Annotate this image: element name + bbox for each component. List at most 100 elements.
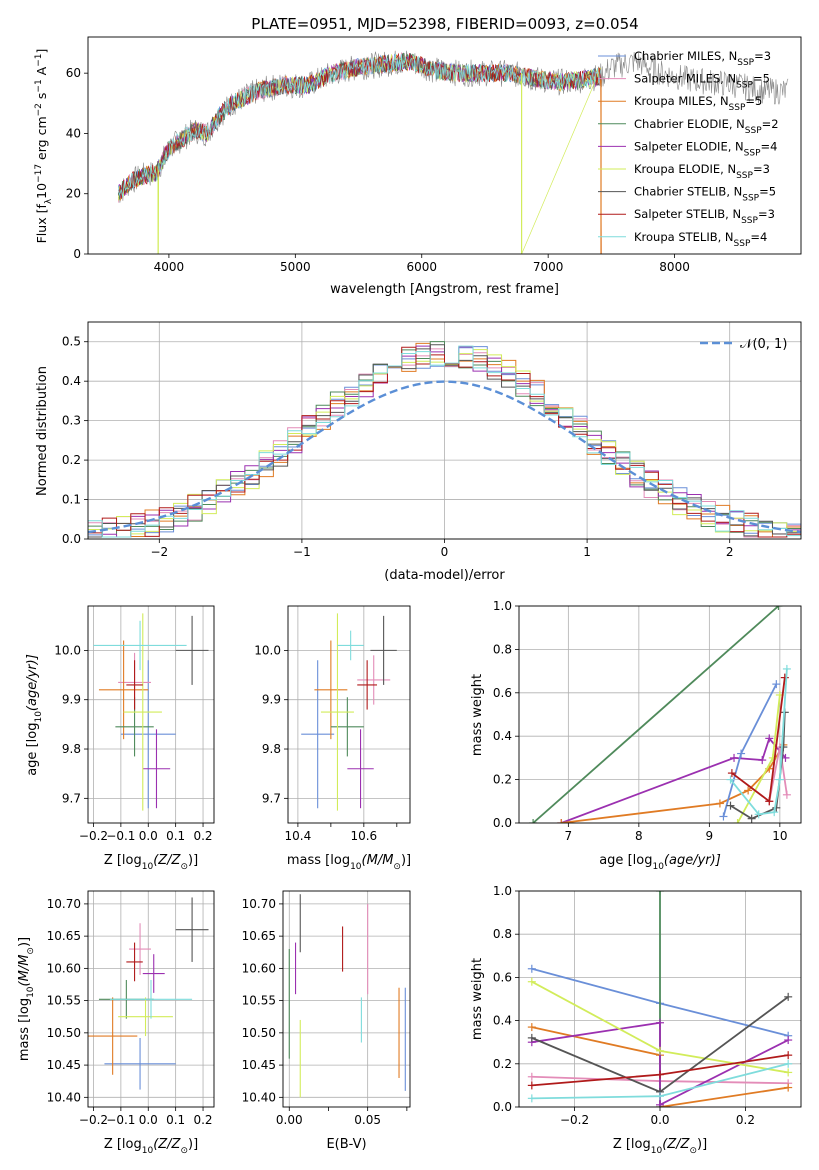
x-axis-label: Z [log10(Z/Z⊙)] <box>104 1137 198 1156</box>
mass_vs_Z-errorbars <box>88 897 209 1090</box>
x-tick-label: 5000 <box>280 260 311 274</box>
legend-entry-chabrier_miles: Chabrier MILES, NSSP=3 <box>634 49 771 68</box>
x-tick-label: −0.2 <box>79 1113 108 1127</box>
x-tick-label: 0.2 <box>193 829 212 843</box>
spectrum-axes: 4000 5000 6000 7000 8000 0 20 40 60 <box>66 66 690 274</box>
y-tick-label: 10.55 <box>242 994 276 1008</box>
y-axis-label: age [log10(age/yr)] <box>25 654 44 776</box>
mass_vs_Z-frame <box>87 890 215 1108</box>
x-tick-label: −0.1 <box>106 829 135 843</box>
y-tick-label: 9.9 <box>62 693 81 707</box>
legend-normal-label: 𝒩(0, 1) <box>740 337 787 352</box>
y-tick-label: 0.1 <box>62 493 81 507</box>
x-tick-label: −0.1 <box>106 1113 135 1127</box>
legend-entry-salpeter_stelib: Salpeter STELIB, NSSP=3 <box>634 207 775 226</box>
histogram-kroupa_stelib <box>88 345 801 539</box>
x-tick-label: 0 <box>441 545 449 559</box>
y-axis-label: Flux [fλ10−17 erg cm−2 s−1 A−1] <box>34 49 54 244</box>
age_vs_mass-errorbars <box>301 613 397 811</box>
y-axis-label: mass weight <box>470 958 485 1040</box>
x-tick-label: 0.1 <box>166 1113 185 1127</box>
y-tick-label: 10.50 <box>242 1026 276 1040</box>
x-tick-label: 0.2 <box>193 1113 212 1127</box>
y-tick-label: 9.7 <box>62 791 81 805</box>
histogram-frame <box>87 321 802 540</box>
x-tick-label: 7 <box>565 829 573 843</box>
histograms <box>88 341 801 539</box>
weight_vs_Z-lines <box>527 891 793 1107</box>
y-tick-label: 10.70 <box>242 897 276 911</box>
weight_vs_age-lines <box>529 606 791 823</box>
line-chabrier_miles <box>722 683 778 817</box>
x-tick-label: −0.2 <box>560 1113 589 1127</box>
y-tick-label: 10.65 <box>47 929 81 943</box>
x-axis-label: age [log10(age/yr)] <box>599 853 721 872</box>
y-tick-label: 10.40 <box>47 1090 81 1104</box>
x-tick-label: 7000 <box>533 260 564 274</box>
y-axis-label: mass weight <box>470 674 485 756</box>
legend-entry-chabrier_stelib: Chabrier STELIB, NSSP=5 <box>634 185 776 204</box>
y-tick-label: 0.4 <box>493 729 512 743</box>
age_vs_Z-axes: −0.2−0.1 0.0 0.1 0.2 9.7 9.8 9.9 10.0 <box>54 606 214 843</box>
y-axis-label: mass [log10(M/M⊙)] <box>17 937 36 1061</box>
x-tick-label: 9 <box>706 829 714 843</box>
x-axis-label: (data-model)/error <box>384 568 505 583</box>
y-tick-label: 10.55 <box>47 994 81 1008</box>
x-tick-label: 10 <box>772 829 787 843</box>
x-tick-label: 0.00 <box>276 1113 303 1127</box>
legend-entry-chabrier_elodie: Chabrier ELODIE, NSSP=2 <box>634 117 779 136</box>
x-tick-label: −0.2 <box>79 829 108 843</box>
x-tick-label: 8000 <box>659 260 690 274</box>
y-tick-label: 0 <box>73 247 81 261</box>
y-tick-label: 1.0 <box>493 884 512 898</box>
y-tick-label: 0.2 <box>493 773 512 787</box>
model-spectrum-kroupa_stelib <box>117 53 602 197</box>
normal-curve <box>88 380 801 534</box>
weight_vs_Z-axes: −0.2 0.0 0.2 0.0 0.2 0.4 0.6 0.8 1.0 <box>493 884 801 1127</box>
histogram-salpeter_stelib <box>88 346 801 539</box>
mass_vs_ebv-axes: 0.00 0.05 10.40 10.45 10.50 10.55 10.60 10.65 10… <box>242 891 410 1127</box>
age_vs_mass-frame <box>287 605 411 824</box>
mass_vs_ebv-frame <box>282 890 411 1108</box>
y-tick-label: 60 <box>66 66 81 80</box>
age_vs_mass-axes: 10.4 10.6 9.7 9.8 9.9 10.0 <box>254 606 410 843</box>
x-tick-label: 0.2 <box>736 1113 755 1127</box>
legend-entry-kroupa_stelib: Kroupa STELIB, NSSP=4 <box>634 230 767 249</box>
x-tick-label: 10.6 <box>350 829 377 843</box>
x-tick-label: 0.05 <box>354 1113 381 1127</box>
y-tick-label: 9.9 <box>262 693 281 707</box>
y-tick-label: 9.7 <box>262 791 281 805</box>
y-tick-label: 0.5 <box>62 335 81 349</box>
weight_vs_Z-frame <box>518 890 802 1108</box>
x-tick-label: −2 <box>150 545 168 559</box>
y-tick-label: 9.8 <box>62 742 81 756</box>
y-tick-label: 10.0 <box>54 643 81 657</box>
y-tick-label: 0.2 <box>493 1057 512 1071</box>
x-tick-label: 4000 <box>154 260 185 274</box>
y-tick-label: 0.0 <box>62 532 81 546</box>
y-tick-label: 20 <box>66 187 81 201</box>
weight_vs_age-frame <box>518 605 802 824</box>
y-tick-label: 0.0 <box>493 1100 512 1114</box>
x-tick-label: 0.0 <box>650 1113 669 1127</box>
x-tick-label: 0.1 <box>166 829 185 843</box>
age_vs_Z-errorbars <box>93 613 209 811</box>
line-salpeter_elodie <box>560 736 787 823</box>
y-tick-label: 10.70 <box>47 897 81 911</box>
x-axis-label: E(B-V) <box>326 1137 366 1152</box>
legend-entry-kroupa_elodie: Kroupa ELODIE, NSSP=3 <box>634 162 770 181</box>
line-salpeter_elodie <box>531 1021 789 1107</box>
y-tick-label: 0.3 <box>62 414 81 428</box>
x-axis-label: wavelength [Angstrom, rest frame] <box>330 282 559 297</box>
y-tick-label: 40 <box>66 126 81 140</box>
mass_vs_ebv-errorbars <box>288 894 406 1098</box>
x-tick-label: 2 <box>726 545 734 559</box>
x-tick-label: 1 <box>583 545 591 559</box>
y-tick-label: 10.60 <box>47 961 81 975</box>
mass_vs_Z-axes: −0.2−0.1 0.0 0.1 0.2 10.40 10.45 10.50 10.55 10.… <box>47 891 214 1127</box>
figure-title: PLATE=0951, MJD=52398, FIBERID=0093, z=0… <box>251 15 638 33</box>
legend-entry-salpeter_elodie: Salpeter ELODIE, NSSP=4 <box>634 139 777 158</box>
y-tick-label: 10.45 <box>47 1058 81 1072</box>
y-tick-label: 10.45 <box>242 1058 276 1072</box>
